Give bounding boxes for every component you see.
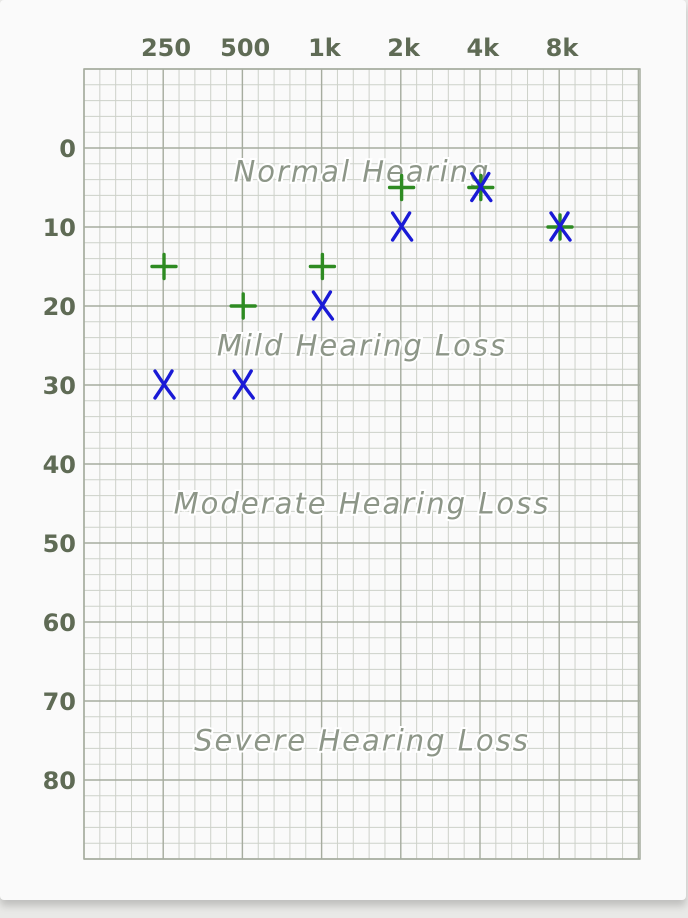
y-tick-label: 80 [43,767,76,795]
x-tick-label: 1k [308,34,342,62]
plot-border [83,68,641,860]
x-tick-labels: 250 500 1k 2k 4k 8k [141,34,579,62]
y-tick-label: 70 [43,688,76,716]
x-tick-label: 8k [546,34,580,62]
x-tick-label: 2k [387,34,421,62]
x-marker [390,211,414,242]
plus-marker [387,173,416,202]
region-label: Normal Hearing [234,155,491,189]
y-tick-label: 0 [59,135,76,163]
region-labels: Normal Hearing Mild Hearing Loss Moderate … [172,153,551,760]
y-tick-label: 40 [43,451,76,479]
x-marker [470,171,493,203]
x-marker-stroke [549,211,570,242]
y-tick-labels: 0 10 20 30 40 50 60 70 80 [43,135,76,795]
y-tick-label: 60 [43,609,76,637]
x-tick-label: 500 [220,34,270,62]
plus-marker [150,252,178,281]
data-marks [150,171,574,400]
x-marker [311,290,335,321]
region-label: Severe Hearing Loss [194,724,530,758]
x-marker [232,369,255,400]
plus-marker [308,252,337,281]
y-tick-label: 10 [43,214,76,242]
x-marker-stroke [153,369,174,400]
x-marker [153,369,176,400]
chart-card: 250 500 1k 2k 4k 8k 0 10 20 30 40 50 60 70 80 Normal … [0,0,686,900]
x-marker-stroke [470,171,491,203]
x-marker [549,211,572,242]
x-tick-label: 4k [466,34,500,62]
y-tick-label: 20 [43,293,76,321]
region-label: Moderate Hearing Loss [174,487,551,521]
y-tick-label: 30 [43,372,76,400]
x-marker-stroke [311,290,333,321]
x-tick-label: 250 [141,34,191,62]
x-marker-stroke [390,211,412,242]
plus-marker [229,292,257,320]
x-marker-stroke [232,369,253,400]
y-tick-label: 50 [43,530,76,558]
region-label: Mild Hearing Loss [217,329,507,363]
